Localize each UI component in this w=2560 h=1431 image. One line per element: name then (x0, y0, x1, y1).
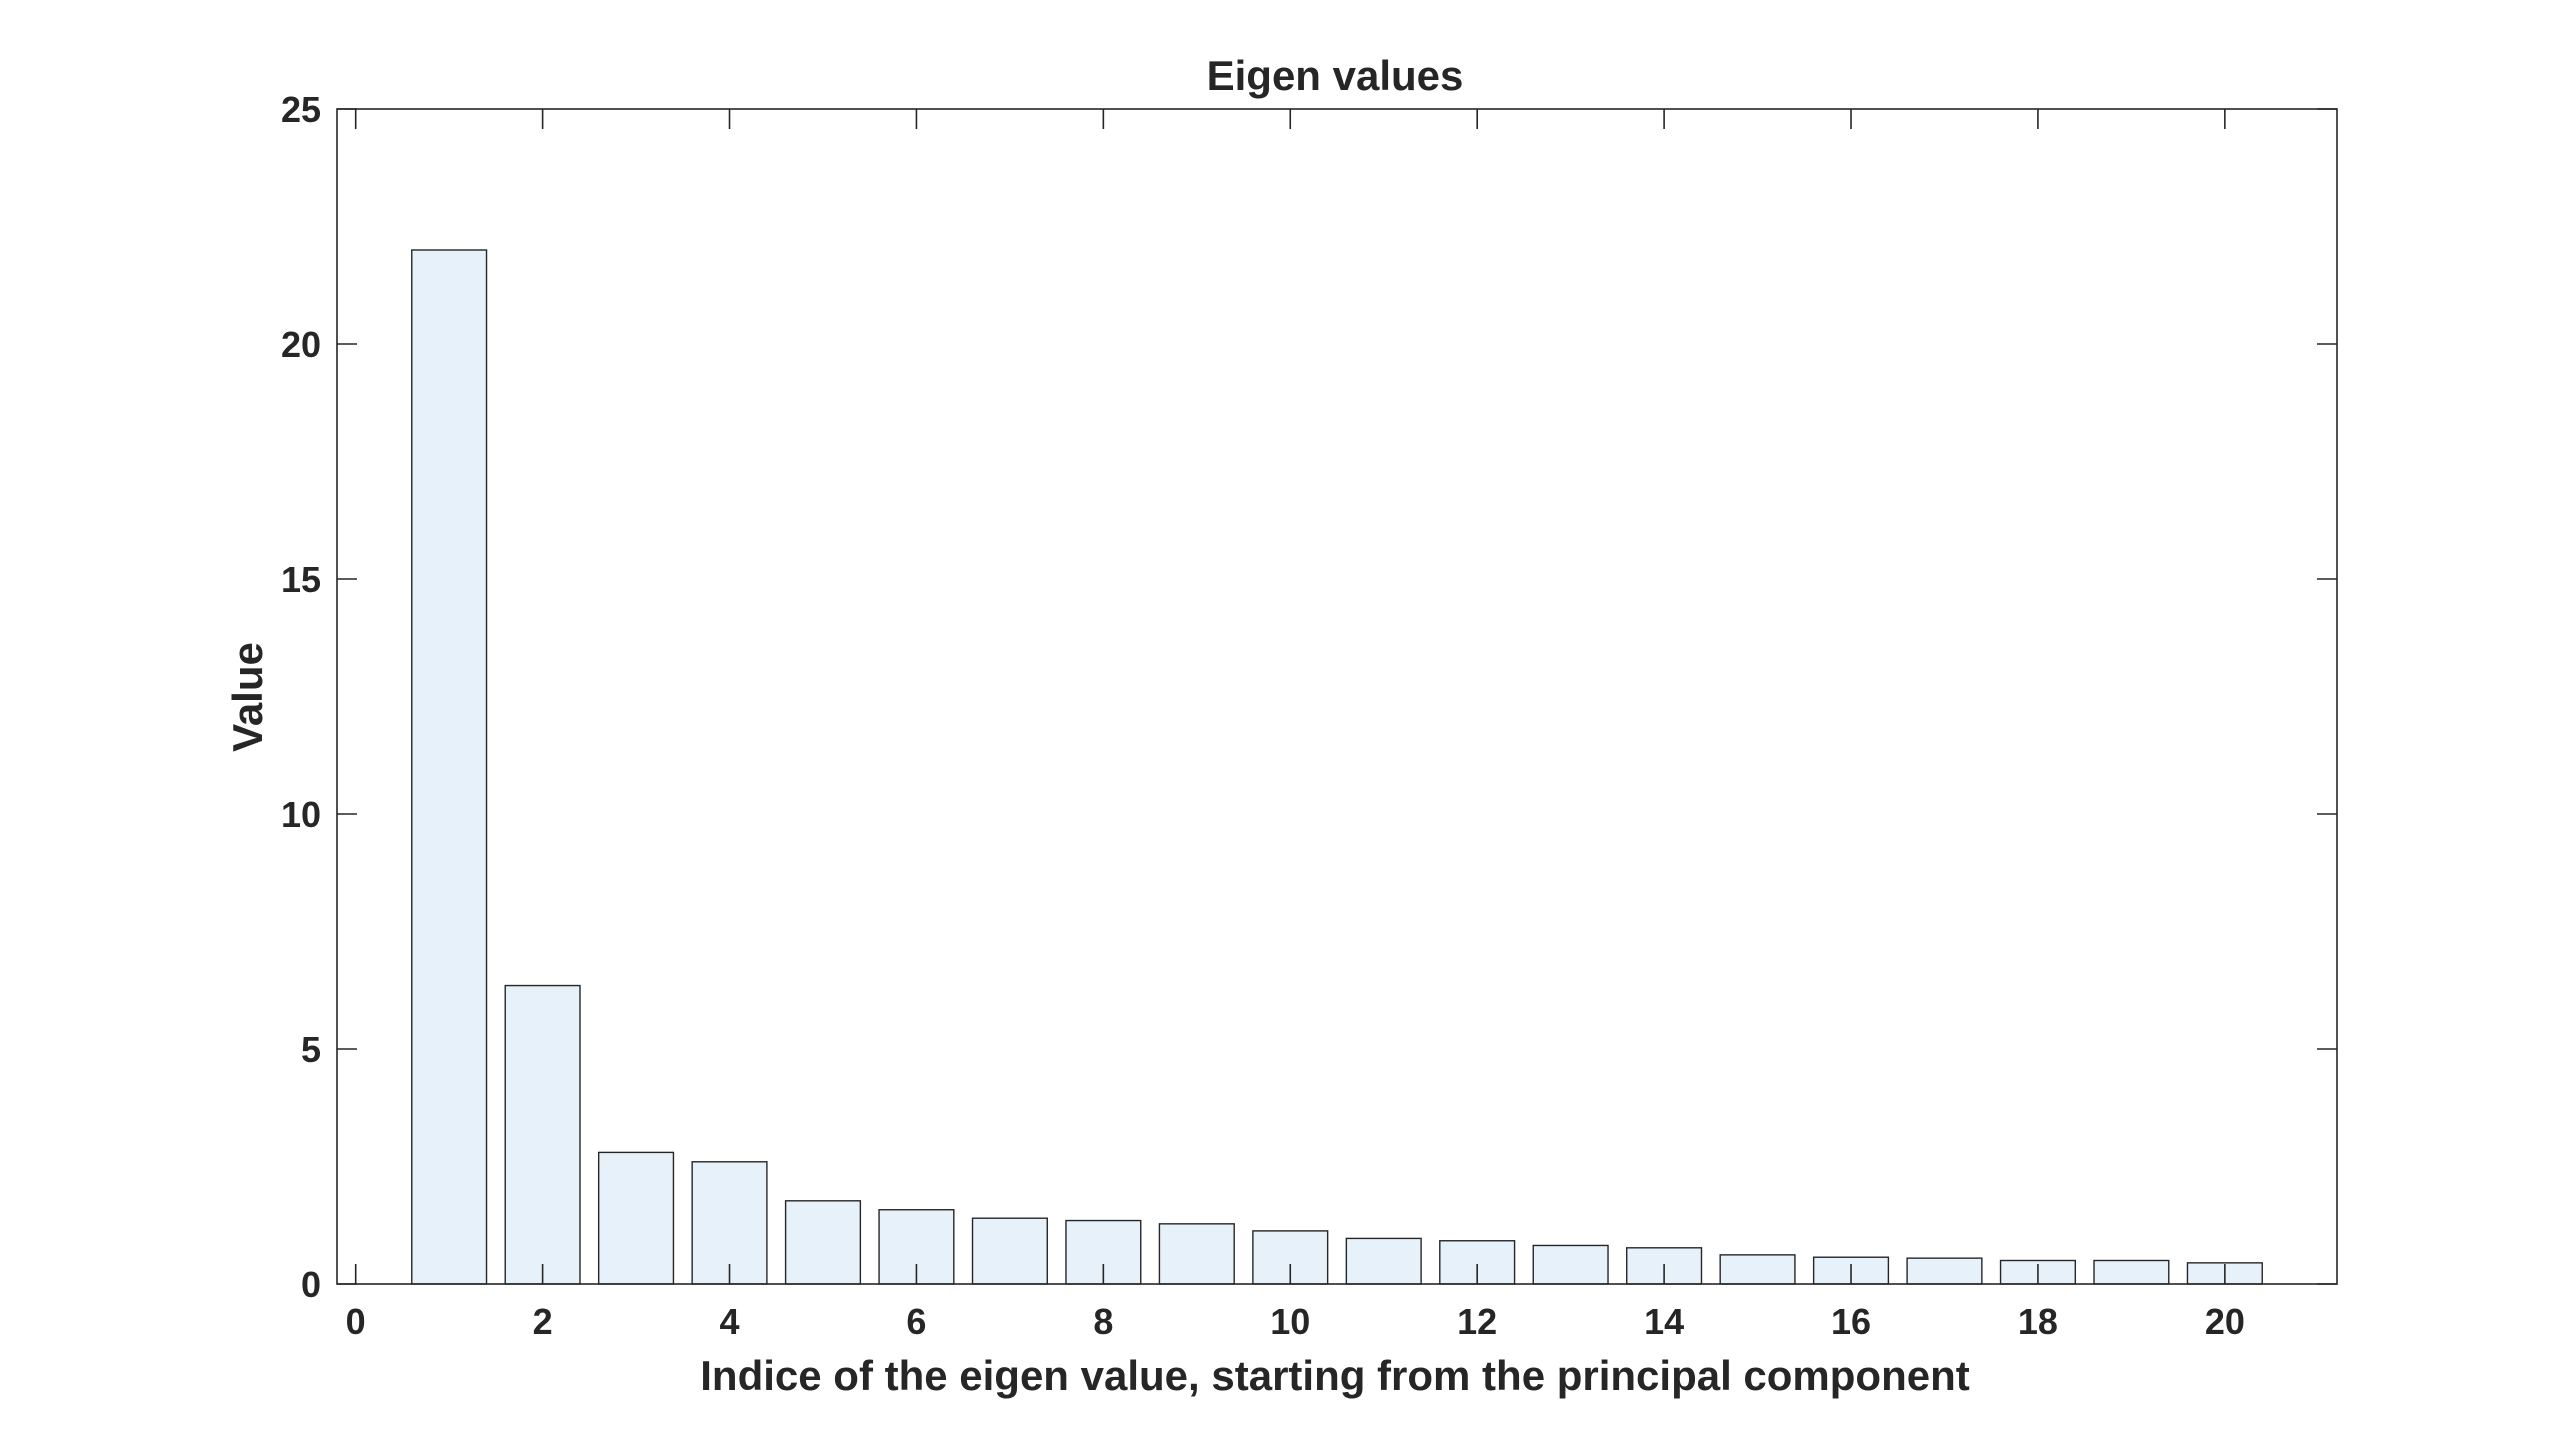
x-tick-label: 10 (1270, 1301, 1310, 1342)
plot-area-frame (336, 108, 2338, 1285)
y-tick-label: 0 (301, 1264, 321, 1305)
x-tick-label: 8 (1093, 1301, 1113, 1342)
bars-group (411, 249, 2263, 1285)
x-tick-label: 0 (346, 1301, 366, 1342)
x-axis-label: Indice of the eigen value, starting from… (700, 1352, 1970, 1399)
bar-17 (1906, 1257, 1983, 1285)
y-axis-label: Value (224, 642, 271, 752)
bar-7 (971, 1217, 1048, 1285)
bar-2 (504, 984, 581, 1285)
y-tick-label: 15 (281, 559, 321, 600)
x-tick-label: 12 (1457, 1301, 1497, 1342)
bar-11 (1345, 1237, 1422, 1285)
chart-title: Eigen values (1207, 52, 1464, 99)
bar-3 (597, 1151, 675, 1285)
x-tick-label: 2 (533, 1301, 553, 1342)
y-tick-label: 5 (301, 1029, 321, 1070)
bar-13 (1532, 1244, 1609, 1285)
bar-15 (1719, 1254, 1796, 1285)
bar-1 (411, 249, 488, 1285)
y-tick-label: 20 (281, 324, 321, 365)
x-tick-label: 6 (906, 1301, 926, 1342)
bar-9 (1158, 1223, 1235, 1285)
y-tick-label: 25 (281, 89, 321, 130)
x-axis-ticks: 0 2 4 6 8 10 12 14 16 18 20 (346, 109, 2245, 1342)
x-tick-label: 14 (1644, 1301, 1684, 1342)
y-axis-ticks: 0 5 10 15 20 25 (281, 89, 2337, 1305)
y-tick-label: 10 (281, 794, 321, 835)
bar-8 (1065, 1219, 1142, 1285)
x-tick-label: 16 (1831, 1301, 1871, 1342)
bar-5 (784, 1200, 862, 1285)
x-tick-label: 4 (720, 1301, 740, 1342)
x-tick-label: 20 (2205, 1301, 2245, 1342)
bar-19 (2093, 1259, 2170, 1285)
x-tick-label: 18 (2018, 1301, 2058, 1342)
bar-4 (691, 1161, 768, 1285)
